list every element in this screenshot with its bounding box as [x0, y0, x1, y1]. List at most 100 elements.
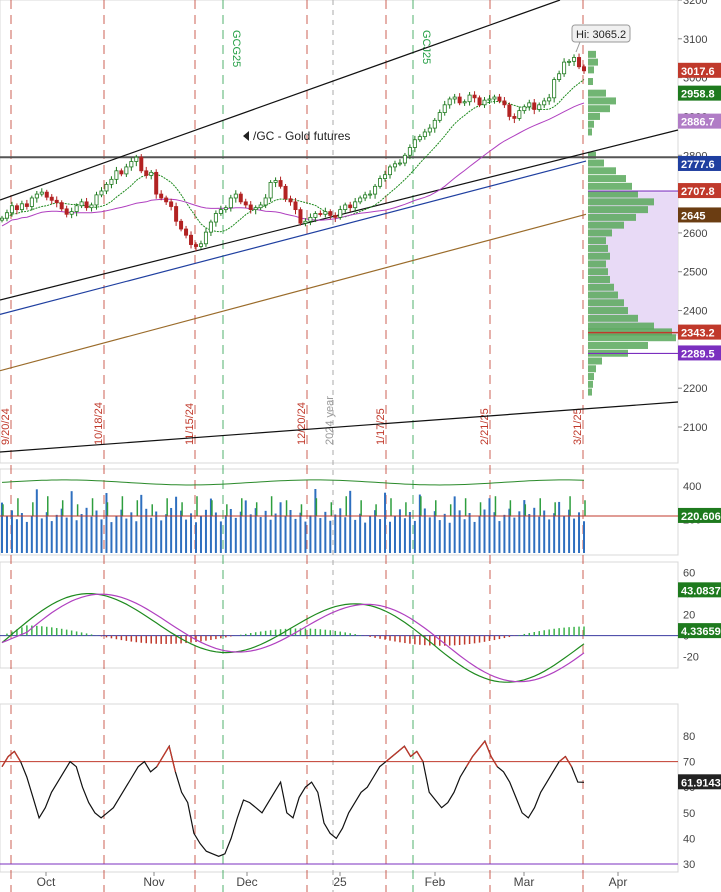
candle-body	[412, 139, 417, 148]
volume-profile-bar	[588, 128, 592, 136]
rsi-overbought-segment	[7, 750, 15, 757]
candle-body	[557, 73, 562, 80]
price-tick-label: 3100	[683, 34, 707, 46]
volume-profile-bar	[588, 322, 654, 330]
volume-profile-bar	[588, 78, 593, 86]
candle-body	[144, 170, 149, 176]
candle-body	[437, 112, 442, 121]
volume-value-tag	[678, 507, 721, 523]
rsi-value-tag	[678, 774, 721, 790]
pane-separators	[0, 0, 679, 873]
candle-body	[134, 156, 139, 162]
candlesticks	[0, 53, 587, 252]
candle-body	[193, 244, 198, 247]
price-tick-label: 2500	[683, 267, 707, 279]
candle-body	[44, 191, 49, 198]
volume-profile-bar	[588, 175, 626, 183]
candle-body	[228, 197, 233, 209]
candle-body	[179, 220, 184, 230]
candle-body	[308, 216, 313, 222]
rsi-overbought-segment	[391, 750, 399, 757]
event-line-label: 10/18/24	[93, 402, 105, 445]
candle-body	[114, 170, 119, 180]
candle-body	[572, 57, 577, 62]
candle-body	[243, 201, 248, 206]
candle-body	[34, 193, 39, 199]
event-line-label: 9/20/24	[0, 408, 12, 445]
rsi-tick-label: 80	[683, 731, 695, 743]
candle-body	[348, 204, 353, 209]
macd-tick-label: 60	[683, 568, 695, 580]
price-tag-label: 2343.2	[681, 328, 715, 340]
volume-tick-label: 400	[683, 481, 701, 493]
volume-profile-bar	[588, 50, 596, 58]
candle-body	[233, 193, 238, 199]
candle-body	[198, 243, 203, 247]
rsi-overbought-segment	[564, 756, 573, 768]
candle-body	[547, 97, 552, 102]
candle-body	[472, 94, 477, 99]
candle-body	[19, 203, 24, 211]
candle-body	[407, 147, 412, 156]
candle-body	[253, 207, 258, 211]
volume-profile-bar	[588, 221, 624, 229]
candle-body	[452, 96, 457, 100]
candle-body	[298, 209, 303, 224]
volume-profile-bar	[588, 268, 608, 276]
volume-profile-bar	[588, 283, 614, 291]
time-tick-label: Feb	[425, 875, 446, 889]
time-axis: Oct Nov Dec 25 Feb Mar Apr	[37, 872, 627, 889]
volume-profile-bar	[588, 380, 593, 388]
candle-body	[154, 171, 159, 195]
candle-body	[79, 201, 84, 207]
event-lines: 9/20/24 10/18/24 11/15/24 12/20/24 1/17/25 2/…	[0, 0, 584, 892]
candle-body	[512, 116, 517, 119]
rsi-overbought-segment	[162, 745, 170, 757]
candle-body	[4, 212, 9, 219]
candle-body	[273, 180, 278, 183]
volume-profile-bar	[588, 190, 638, 198]
candle-body	[368, 193, 373, 196]
candle-body	[159, 193, 164, 199]
long-term-trend-line	[0, 401, 679, 453]
volume-profile-bar	[588, 260, 606, 268]
candle-body	[203, 231, 208, 245]
volume-profile-bar	[588, 58, 598, 66]
price-tag-label: 2289.5	[681, 348, 715, 360]
volume-profile-bar	[588, 275, 610, 283]
candle-body	[318, 213, 323, 215]
price-tick-label: 2600	[683, 228, 707, 240]
candle-body	[392, 163, 397, 168]
candle-body	[432, 119, 437, 129]
candle-body	[69, 211, 74, 215]
rsi-overbought-segment	[484, 740, 492, 757]
candle-body	[467, 94, 472, 103]
macd-histogram-tag	[678, 623, 721, 639]
candle-body	[477, 97, 482, 106]
rsi-overbought-segment	[465, 756, 474, 768]
symbol-name: /GC - Gold futures	[253, 129, 350, 143]
macd-tick-label: -20	[683, 652, 699, 664]
volume-profile-bar	[588, 229, 612, 237]
volume-pane: 400200220.606	[0, 479, 721, 553]
candle-body	[378, 178, 383, 187]
candle-body	[567, 60, 572, 63]
candle-body	[552, 79, 557, 99]
volume-profile-bar	[588, 120, 594, 128]
candle-body	[54, 199, 59, 204]
volume-profile-bar	[588, 97, 616, 105]
price-tick-label: 3200	[683, 0, 707, 7]
candle-body	[417, 136, 422, 141]
volume-profile-bar	[588, 341, 648, 349]
candle-body	[283, 185, 288, 200]
candle-body	[442, 104, 447, 113]
rsi-overbought-segment	[13, 751, 22, 762]
volume-profile-bar	[588, 167, 616, 175]
candle-body	[532, 102, 537, 110]
price-tag-label: 3017.6	[681, 66, 715, 78]
candle-body	[343, 204, 348, 211]
candle-body	[39, 191, 44, 195]
macd-tick-label: 20	[683, 610, 695, 622]
